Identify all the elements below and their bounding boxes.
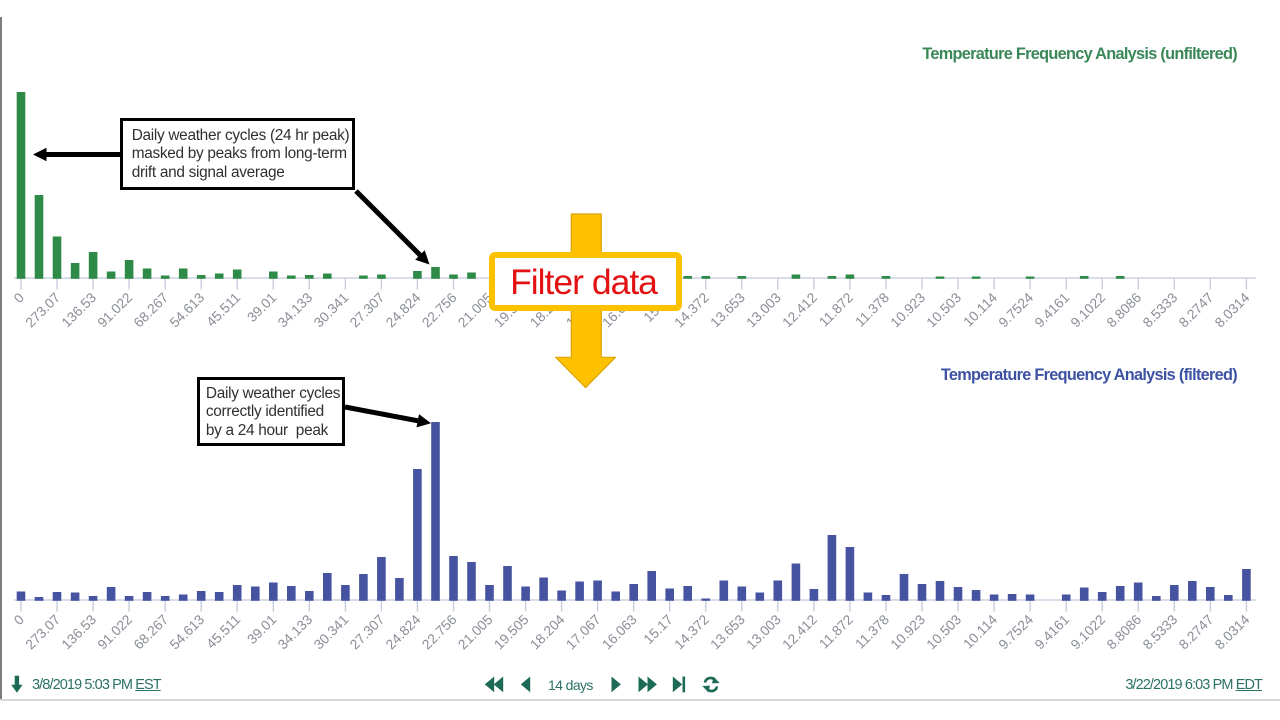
svg-text:10.503: 10.503 xyxy=(924,612,965,653)
svg-text:22.756: 22.756 xyxy=(419,612,460,653)
svg-text:9.1022: 9.1022 xyxy=(1068,612,1108,652)
svg-text:45.511: 45.511 xyxy=(204,290,244,330)
svg-text:68.267: 68.267 xyxy=(131,612,171,652)
svg-text:21.005: 21.005 xyxy=(455,612,496,653)
svg-text:17.067: 17.067 xyxy=(563,612,603,652)
svg-text:8.8086: 8.8086 xyxy=(1104,290,1145,331)
svg-text:13.653: 13.653 xyxy=(707,290,748,331)
svg-text:10.114: 10.114 xyxy=(960,290,1000,330)
svg-text:54.613: 54.613 xyxy=(167,290,208,331)
svg-text:9.1022: 9.1022 xyxy=(1068,290,1108,330)
svg-text:24.824: 24.824 xyxy=(383,612,424,653)
svg-text:9.4161: 9.4161 xyxy=(1032,290,1072,330)
svg-text:0: 0 xyxy=(11,290,27,306)
svg-text:11.378: 11.378 xyxy=(852,290,892,330)
svg-text:273.07: 273.07 xyxy=(23,290,63,330)
svg-text:54.613: 54.613 xyxy=(167,612,208,653)
svg-text:0: 0 xyxy=(11,612,27,628)
svg-text:8.0314: 8.0314 xyxy=(1212,612,1253,653)
svg-text:91.022: 91.022 xyxy=(95,612,135,652)
svg-text:12.412: 12.412 xyxy=(780,612,820,652)
svg-text:24.824: 24.824 xyxy=(383,290,424,331)
svg-text:11.872: 11.872 xyxy=(816,290,856,330)
svg-text:9.7524: 9.7524 xyxy=(996,612,1037,653)
svg-text:8.5333: 8.5333 xyxy=(1140,612,1181,653)
svg-text:11.378: 11.378 xyxy=(852,612,892,652)
svg-text:16.063: 16.063 xyxy=(599,612,640,653)
svg-text:8.0314: 8.0314 xyxy=(1212,290,1253,331)
svg-text:9.4161: 9.4161 xyxy=(1032,612,1072,652)
svg-text:10.114: 10.114 xyxy=(960,612,1000,652)
svg-text:27.307: 27.307 xyxy=(347,612,387,652)
svg-text:8.8086: 8.8086 xyxy=(1104,612,1145,653)
svg-text:91.022: 91.022 xyxy=(95,290,135,330)
svg-text:8.2747: 8.2747 xyxy=(1176,612,1216,652)
svg-text:13.003: 13.003 xyxy=(743,290,784,331)
svg-text:27.307: 27.307 xyxy=(347,290,387,330)
svg-text:34.133: 34.133 xyxy=(275,612,316,653)
svg-text:8.2747: 8.2747 xyxy=(1176,290,1216,330)
svg-text:8.5333: 8.5333 xyxy=(1140,290,1181,331)
svg-text:45.511: 45.511 xyxy=(204,612,244,652)
svg-text:11.872: 11.872 xyxy=(816,612,856,652)
svg-text:13.653: 13.653 xyxy=(707,612,748,653)
svg-text:273.07: 273.07 xyxy=(23,612,63,652)
svg-text:10.923: 10.923 xyxy=(888,290,929,331)
svg-text:136.53: 136.53 xyxy=(59,290,100,331)
svg-text:18.204: 18.204 xyxy=(527,612,568,653)
svg-text:14.372: 14.372 xyxy=(671,612,711,652)
svg-text:30.341: 30.341 xyxy=(311,290,351,330)
svg-text:10.923: 10.923 xyxy=(888,612,929,653)
svg-text:13.003: 13.003 xyxy=(743,612,784,653)
svg-text:68.267: 68.267 xyxy=(131,290,171,330)
svg-text:30.341: 30.341 xyxy=(311,612,351,652)
svg-text:19.505: 19.505 xyxy=(491,612,532,653)
svg-text:136.53: 136.53 xyxy=(59,612,100,653)
svg-text:34.133: 34.133 xyxy=(275,290,316,331)
svg-text:12.412: 12.412 xyxy=(780,290,820,330)
svg-text:9.7524: 9.7524 xyxy=(996,290,1037,331)
svg-text:22.756: 22.756 xyxy=(419,290,460,331)
svg-text:10.503: 10.503 xyxy=(924,290,965,331)
